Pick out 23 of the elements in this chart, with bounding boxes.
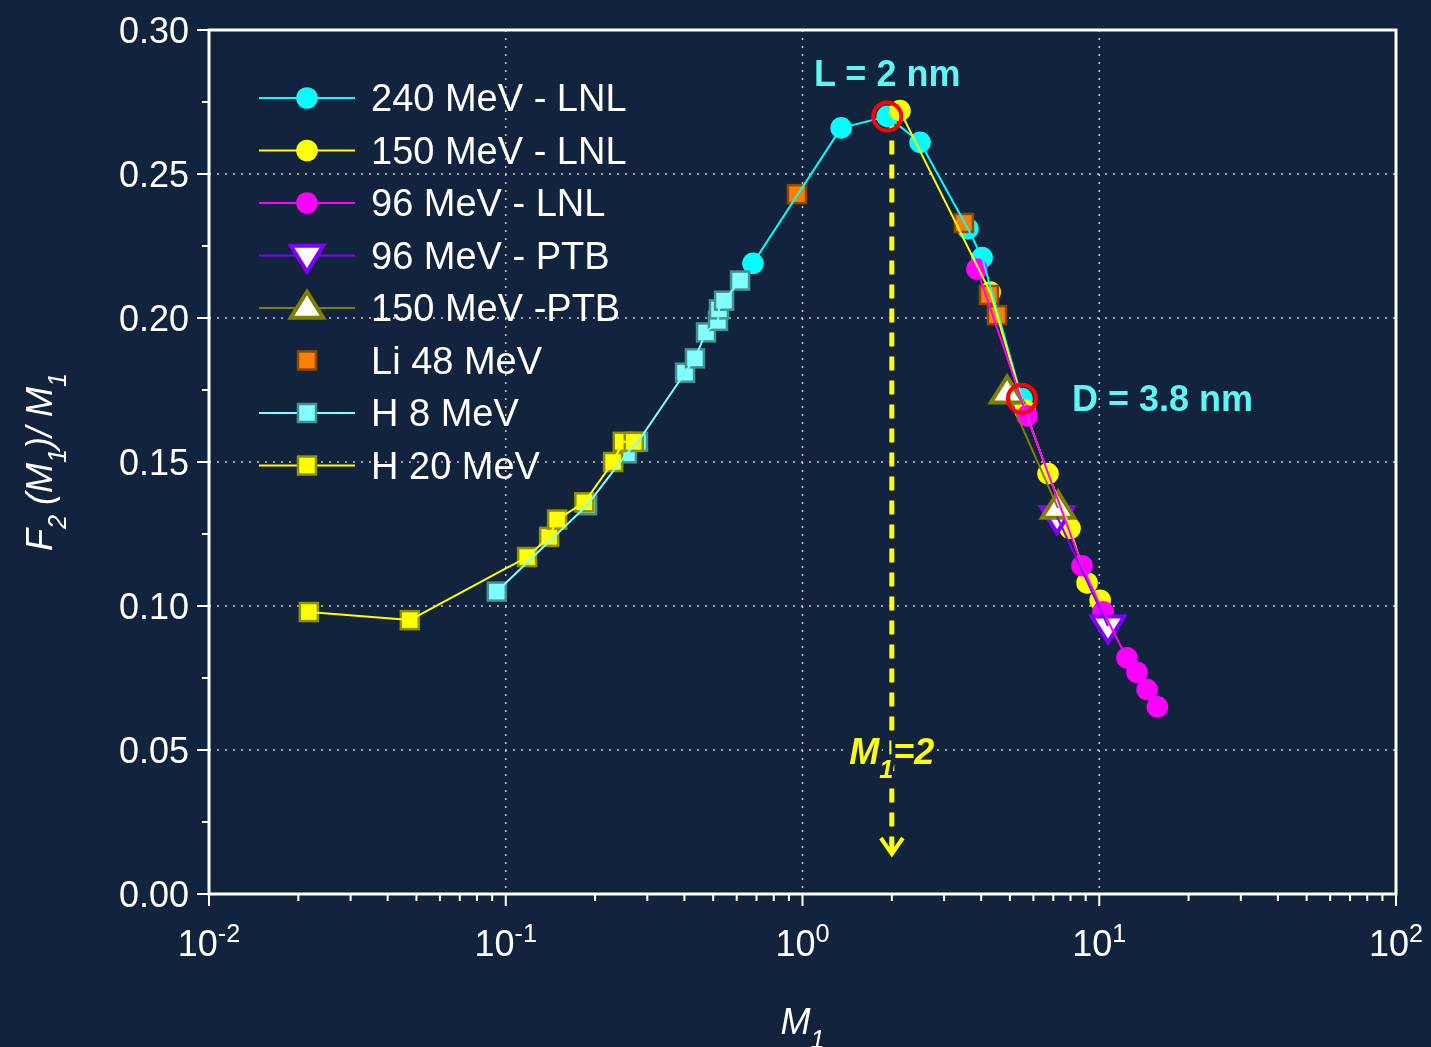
legend-label: 150 MeV - LNL [371,129,627,172]
x-tick-label: 10$^{-1}$ [474,919,537,964]
legend-label: 96 MeV - LNL [371,182,606,225]
annotation: L = 2 nm [814,53,961,95]
x-tick-label: 10$^{2}$ [1368,919,1424,964]
y-tick-label: 0.15 [118,441,189,483]
x-tick-label: 10$^{0}$ [775,919,830,964]
legend-label: H 20 MeV [371,444,541,487]
y-tick-label: 0.20 [118,297,189,339]
ref-line-label: M$_{1}$=2 [849,731,935,783]
y-tick-label: 0.05 [118,729,189,771]
legend-label: Li 48 MeV [371,339,543,382]
annotation: D = 3.8 nm [1071,378,1254,420]
x-tick-label: 10$^{1}$ [1072,919,1127,964]
legend-label: H 8 MeV [371,392,520,435]
x-tick-label: 10$^{-2}$ [177,919,241,964]
y-tick-label: 0.25 [118,153,189,195]
y-tick-label: 0.00 [118,873,189,915]
y-tick-label: 0.30 [118,9,189,51]
legend-label: 96 MeV - PTB [371,234,610,277]
y-tick-label: 0.10 [118,585,189,627]
legend-label: 150 MeV -PTB [371,287,621,330]
legend-label: 240 MeV - LNL [371,77,627,120]
